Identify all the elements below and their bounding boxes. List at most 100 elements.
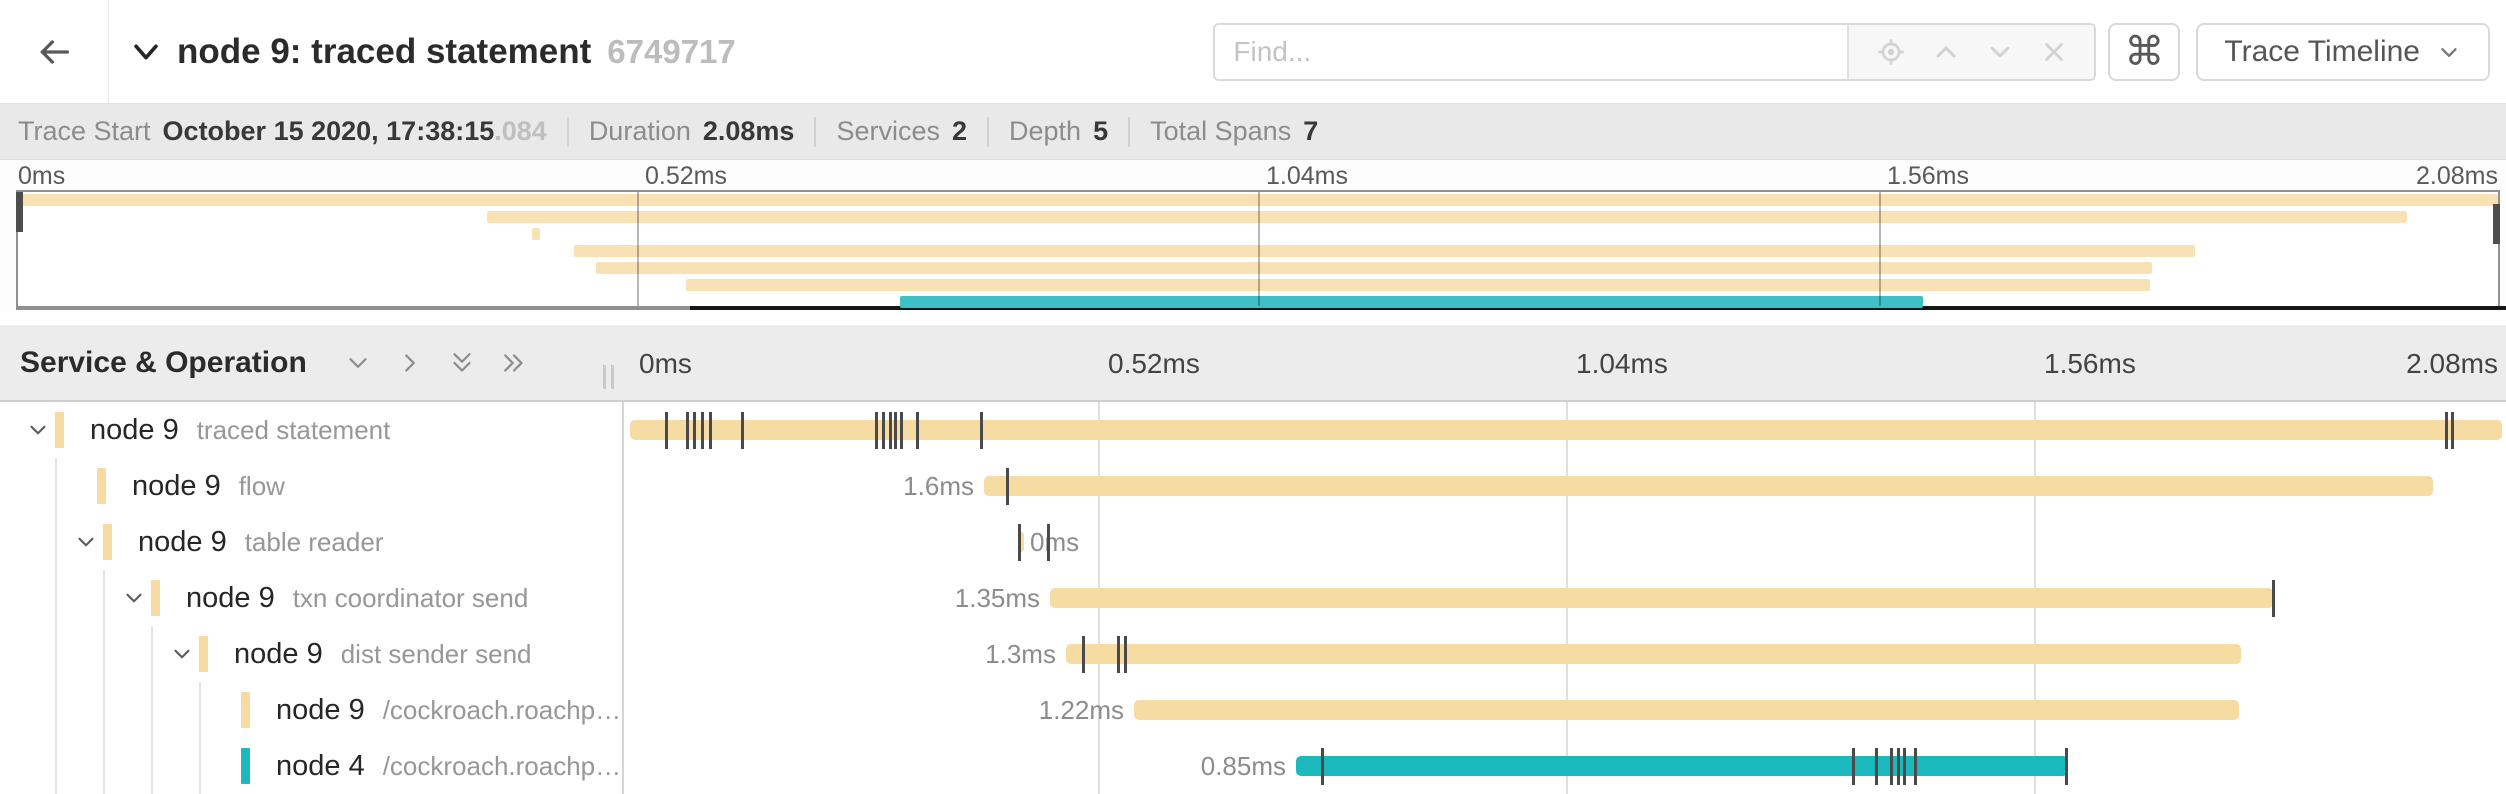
operation-name: table reader: [244, 526, 384, 557]
span-duration-bar[interactable]: [630, 420, 2502, 440]
minimap-tick-label: 1.56ms: [1887, 162, 1969, 190]
span-timeline-cell[interactable]: 0.85ms: [622, 738, 2506, 794]
span-timeline-cell[interactable]: 1.35ms: [622, 570, 2506, 626]
span-row-name-cell[interactable]: node 9 flow: [0, 458, 622, 514]
minimap-left-scrubber[interactable]: [16, 192, 23, 232]
span-row-name-cell[interactable]: node 4/cockroach.roachpb.I…: [0, 738, 622, 794]
collapse-all-button[interactable]: [447, 348, 477, 378]
column-resize-grip[interactable]: [603, 365, 614, 389]
service-operation-title: Service & Operation: [20, 345, 307, 379]
operation-name: txn coordinator send: [292, 582, 529, 613]
span-log-tick: [685, 412, 689, 449]
span-timeline-cell[interactable]: 1.22ms: [622, 682, 2506, 738]
span-timeline-cell[interactable]: 0ms: [622, 514, 2506, 570]
expand-one-button[interactable]: [395, 348, 425, 378]
double-chevron-right-icon: [503, 353, 523, 372]
span-row-name-cell[interactable]: node 9 dist sender send: [0, 626, 622, 682]
clear-find-button[interactable]: [2039, 37, 2069, 67]
top-bar: node 9: traced statement 6749717: [0, 0, 2506, 104]
minimap-canvas[interactable]: [16, 190, 2500, 308]
chevron-down-icon: [30, 425, 46, 435]
indent-guide: [55, 626, 57, 682]
span-log-tick: [889, 412, 892, 449]
span-log-tick: [1897, 748, 1900, 785]
minimap-tick-label: 0.52ms: [645, 162, 727, 190]
row-expand-toggle[interactable]: [25, 417, 51, 443]
span-duration-bar[interactable]: [1065, 644, 2241, 664]
span-log-tick: [2445, 412, 2449, 449]
span-row: node 9 flow 1.6ms: [0, 458, 2506, 514]
expand-collapse-controls: [343, 348, 529, 378]
collapse-trace-header-button[interactable]: [129, 35, 163, 69]
span-timeline-cell[interactable]: 1.6ms: [622, 458, 2506, 514]
column-divider[interactable]: [622, 325, 624, 794]
chevron-down-icon: [134, 43, 158, 60]
span-row: node 9 traced statement: [0, 402, 2506, 458]
service-color-block: [241, 748, 250, 784]
span-duration-label: 1.3ms: [985, 639, 1056, 669]
chevron-down-icon: [349, 357, 367, 368]
span-row-name-cell[interactable]: node 9 traced statement: [0, 402, 622, 458]
indent-guide: [55, 682, 57, 738]
trace-summary-bar: Trace Start October 15 2020, 17:38:15 .0…: [0, 104, 2506, 160]
span-duration-bar[interactable]: [1134, 700, 2240, 720]
timeline-tick-label: 1.04ms: [1576, 348, 1668, 379]
service-name: node 9: [186, 581, 275, 614]
span-log-tick: [1017, 524, 1021, 561]
span-duration-label: 0.85ms: [1200, 751, 1286, 781]
operation-name: /cockroach.roachpb.I…: [382, 694, 622, 725]
span-duration-bar[interactable]: [983, 476, 2433, 496]
indent-guide: [103, 738, 105, 794]
span-timeline-cell[interactable]: 1.3ms: [622, 626, 2506, 682]
span-duration-bar[interactable]: [1050, 588, 2274, 608]
span-row-name-cell[interactable]: node 9/cockroach.roachpb.I…: [0, 682, 622, 738]
keyboard-shortcuts-button[interactable]: ⌘: [2108, 22, 2181, 81]
timeline-gridline: [2034, 325, 2036, 794]
span-row-name-cell[interactable]: node 9 txn coordinator send: [0, 570, 622, 626]
service-name: node 9: [90, 413, 179, 446]
summary-duration: Duration 2.08ms: [588, 116, 795, 146]
separator: [814, 116, 817, 147]
minimap-span-bar: [532, 228, 540, 240]
find-input[interactable]: [1215, 24, 1848, 79]
span-timeline-cell[interactable]: [622, 402, 2506, 458]
collapse-one-button[interactable]: [343, 348, 373, 378]
chevron-down-icon: [126, 593, 142, 603]
next-match-button[interactable]: [1984, 36, 2016, 68]
row-expand-toggle[interactable]: [121, 585, 147, 611]
span-log-tick: [1081, 636, 1085, 673]
expand-all-button[interactable]: [499, 348, 529, 378]
timeline-tick-label: 0.52ms: [1108, 348, 1200, 379]
span-row-name-cell[interactable]: node 9 table reader: [0, 514, 622, 570]
top-bar-actions: ⌘ Trace Timeline: [1213, 22, 2506, 81]
span-log-tick: [1889, 748, 1893, 785]
indent-guide: [199, 738, 201, 794]
indent-guide: [151, 682, 153, 738]
find-group: [1213, 22, 2097, 81]
span-duration-bar[interactable]: [1017, 532, 1024, 552]
minimap-span-bar: [595, 262, 2153, 274]
indent-guide: [103, 626, 105, 682]
summary-depth: Depth 5: [1009, 116, 1109, 146]
minimap-right-scrubber[interactable]: [2493, 204, 2500, 244]
back-button[interactable]: [0, 0, 109, 103]
indent-guide: [151, 626, 153, 682]
minimap-gridline: [1879, 192, 1881, 306]
span-duration-label: 1.22ms: [1038, 695, 1124, 725]
chevron-down-icon: [1990, 46, 2010, 58]
row-expand-toggle[interactable]: [169, 641, 195, 667]
operation-name: dist sender send: [340, 638, 532, 669]
trace-view-switcher[interactable]: Trace Timeline: [2196, 22, 2490, 81]
summary-trace-start: Trace Start October 15 2020, 17:38:15 .0…: [18, 116, 547, 146]
row-expand-toggle[interactable]: [73, 529, 99, 555]
span-log-tick: [692, 412, 696, 449]
operation-name: flow: [238, 470, 285, 501]
span-log-tick: [665, 412, 668, 449]
close-icon: [2045, 42, 2063, 61]
prev-match-button[interactable]: [1930, 36, 1962, 68]
indent-guide: [55, 514, 57, 570]
locate-match-button[interactable]: [1875, 36, 1907, 68]
span-log-tick: [899, 412, 903, 449]
span-row: node 9/cockroach.roachpb.I… 1.22ms: [0, 682, 2506, 738]
span-duration-bar[interactable]: [1296, 756, 2069, 776]
